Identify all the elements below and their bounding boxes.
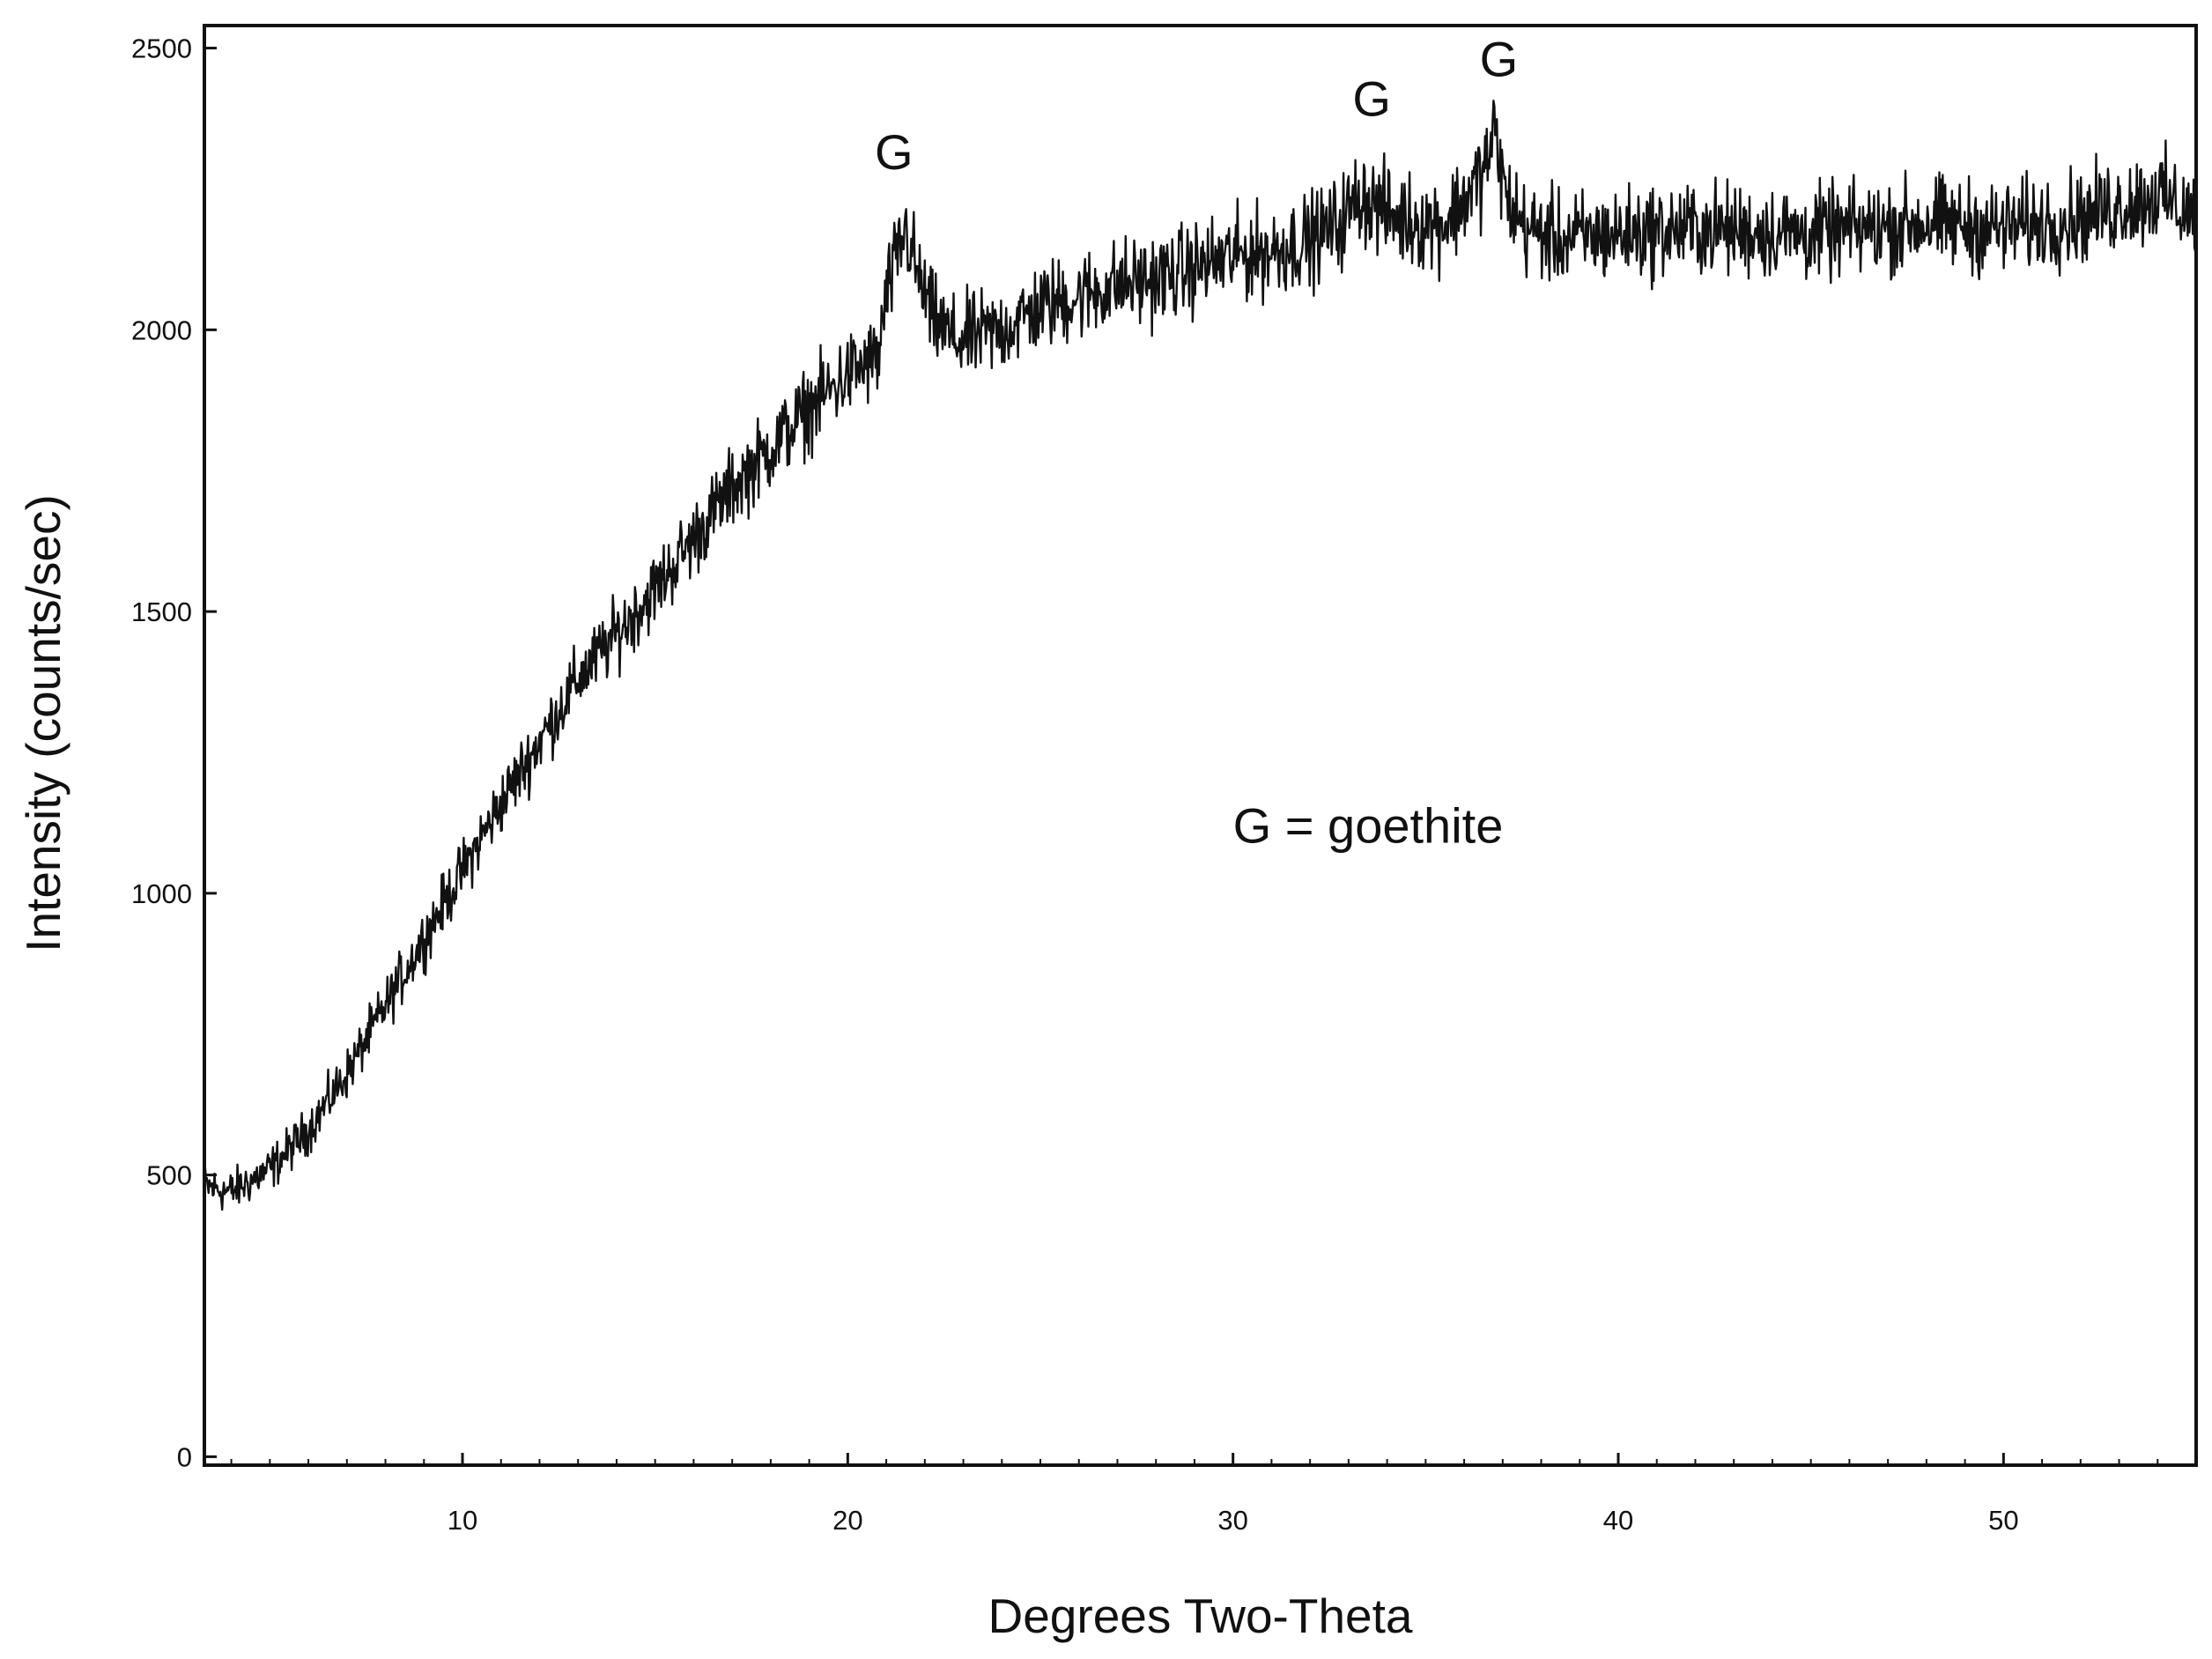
annotations: G G G G = goethite bbox=[875, 32, 1518, 854]
peak-label: G bbox=[875, 124, 914, 180]
y-axis-title: Intensity (counts/sec) bbox=[16, 494, 70, 952]
y-tick-label: 2000 bbox=[131, 315, 192, 345]
x-tick-label: 40 bbox=[1603, 1505, 1633, 1536]
legend-note: G = goethite bbox=[1233, 797, 1504, 853]
x-ticks: 10 20 30 40 50 bbox=[230, 1453, 2197, 1536]
y-tick-label: 500 bbox=[146, 1160, 192, 1191]
y-tick-label: 2500 bbox=[131, 33, 192, 64]
x-tick-label: 50 bbox=[1988, 1505, 2018, 1536]
x-tick-label: 10 bbox=[448, 1505, 477, 1536]
y-tick-label: 0 bbox=[177, 1441, 192, 1472]
y-ticks: 0 500 1000 1500 2000 2500 bbox=[131, 33, 217, 1472]
y-tick-label: 1500 bbox=[131, 596, 192, 627]
x-tick-label: 20 bbox=[832, 1505, 862, 1536]
series-line bbox=[203, 100, 2198, 1211]
y-tick-label: 1000 bbox=[131, 878, 192, 909]
x-axis-title: Degrees Two-Theta bbox=[988, 1589, 1412, 1643]
x-tick-label: 30 bbox=[1217, 1505, 1247, 1536]
series-layer bbox=[203, 100, 2198, 1211]
peak-label: G bbox=[1480, 32, 1519, 87]
peak-label: G bbox=[1352, 70, 1391, 126]
plot-frame bbox=[203, 24, 2198, 1467]
